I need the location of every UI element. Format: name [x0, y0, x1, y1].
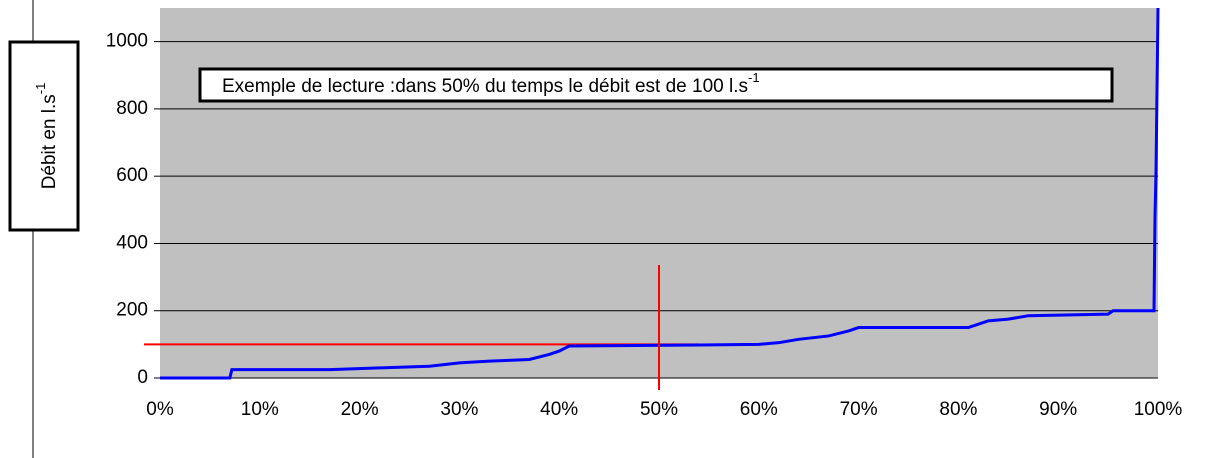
annotation-box	[198, 67, 1114, 103]
x-tick-label: 40%	[540, 399, 578, 420]
y-axis-label: Débit en l.s-1	[33, 83, 60, 190]
x-tick-label: 50%	[640, 399, 678, 420]
y-tick-label: 1000	[106, 31, 148, 52]
x-tick-label: 100%	[1134, 399, 1183, 420]
x-tick-label: 10%	[241, 399, 279, 420]
x-tick-label: 70%	[840, 399, 878, 420]
y-tick-label: 400	[116, 232, 148, 253]
y-tick-label: 600	[116, 165, 148, 186]
plot-area	[154, 8, 1158, 379]
annotation: Exemple de lecture :dans 50% du temps le…	[222, 70, 760, 97]
y-label-box	[8, 40, 80, 232]
x-tick-label: 0%	[146, 399, 174, 420]
data-line	[160, 7, 1160, 380]
x-tick-label: 20%	[341, 399, 379, 420]
x-tick-label: 90%	[1039, 399, 1077, 420]
y-tick-label: 0	[137, 367, 148, 388]
y-tick-label: 800	[116, 98, 148, 119]
y-tick-label: 200	[116, 300, 148, 321]
x-tick-label: 80%	[939, 399, 977, 420]
x-tick-label: 60%	[740, 399, 778, 420]
x-tick-label: 30%	[440, 399, 478, 420]
